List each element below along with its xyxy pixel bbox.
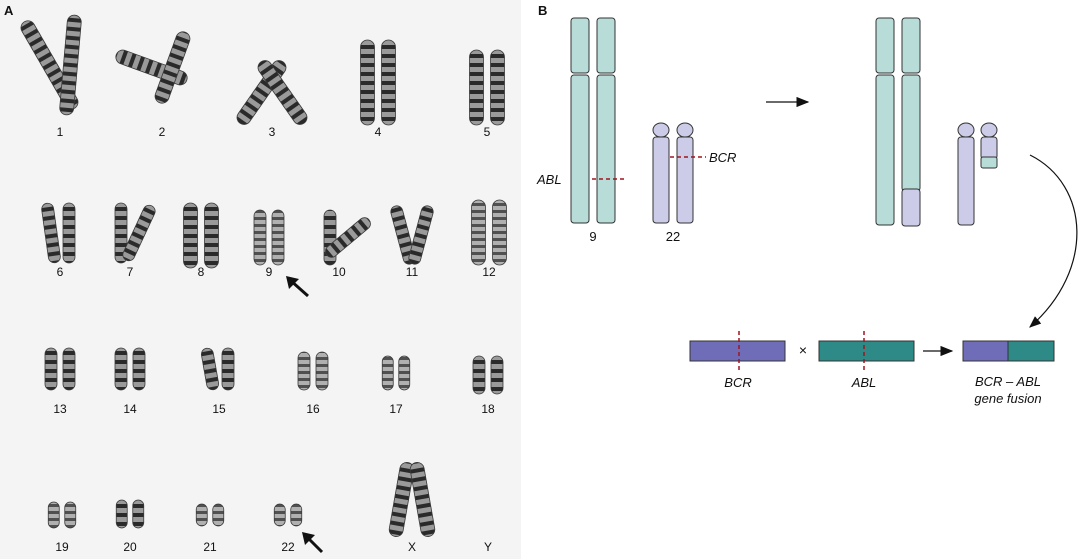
- abl-gene-bar: [818, 340, 915, 362]
- chromosome-14-a: [114, 347, 128, 391]
- chromosome-label-15: 15: [212, 402, 226, 416]
- chromosome-18-a: [472, 355, 486, 395]
- chromosome-20-a: [115, 499, 128, 529]
- chromosome-1-b: [59, 14, 82, 116]
- karyotype-panel: 1 2 3 4 5 6 7 8 9 10 11 12 13 14 15 16 17 18 19 20 21 22 X Y: [0, 0, 521, 559]
- chromosome-19-b: [64, 501, 77, 529]
- chromosome-X-b: [409, 462, 436, 537]
- chromosome-11-b: [408, 205, 434, 265]
- chromosome-9-b: [271, 209, 285, 266]
- abl-gene-label: ABL: [851, 375, 877, 390]
- chromosome-7-a: [114, 202, 128, 264]
- chromosome-label-10: 10: [332, 265, 346, 279]
- bcr-locus-label: BCR: [709, 150, 737, 165]
- bcr-abl-fusion-bar: [962, 340, 1055, 362]
- chromosome-8-b: [204, 202, 219, 269]
- fusion-label-line2: gene fusion: [974, 391, 1042, 406]
- chromosome-7-b: [122, 204, 156, 262]
- chromosome-label-9: 9: [265, 265, 273, 279]
- chromosome-13-b: [62, 347, 76, 391]
- chromosome-14-b: [132, 347, 146, 391]
- chromosome-label-17: 17: [389, 402, 403, 416]
- chromosome-22-label: 22: [665, 229, 681, 244]
- chromosome-5-a: [469, 49, 484, 126]
- abl-locus-label: ABL: [537, 172, 562, 187]
- chromosome-17-a: [381, 355, 394, 391]
- chromosome-5-b: [490, 49, 505, 126]
- chromosome-20-b: [132, 499, 145, 529]
- chromosome-label-13: 13: [53, 402, 67, 416]
- chromosome-22-b: [290, 503, 303, 527]
- chromosome-label-21: 21: [203, 540, 217, 554]
- chromosome-label-19: 19: [55, 540, 69, 554]
- chromosome-label-22: 22: [281, 540, 295, 554]
- chromosome-label-1: 1: [56, 125, 64, 139]
- chromosome-label-3: 3: [268, 125, 276, 139]
- chromosome-16-b: [315, 351, 329, 391]
- chromosome-label-16: 16: [306, 402, 320, 416]
- chromosome-label-8: 8: [197, 265, 205, 279]
- philadelphia-chromosome-pair: [957, 122, 998, 226]
- derivative-chromosome-9-pair: [875, 17, 921, 227]
- karyotype-image: [20, 14, 507, 554]
- chromosome-2-b: [154, 31, 191, 104]
- fusion-label-line1: BCR – ABL: [975, 374, 1041, 389]
- chromosome-18-b: [490, 355, 504, 395]
- chromosome-22-pair: [652, 122, 694, 224]
- chromosome-22-a: [273, 503, 286, 527]
- chromosome-17-b: [398, 355, 411, 391]
- chromosome-9-label: 9: [589, 229, 597, 244]
- chromosome-3-b: [257, 60, 308, 125]
- chromosome-13-a: [44, 347, 58, 391]
- chromosome-X-a: [388, 462, 415, 537]
- chromosome-6-a: [41, 202, 61, 264]
- bcr-gene-label: BCR: [724, 375, 752, 390]
- chromosome-6-b: [62, 202, 76, 264]
- chromosome-label-y: Y: [483, 540, 493, 554]
- chromosome-label-20: 20: [123, 540, 137, 554]
- chromosome-11-a: [390, 205, 416, 265]
- chromosome-4-b: [381, 39, 396, 126]
- chromosome-label-2: 2: [158, 125, 166, 139]
- chromosome-label-18: 18: [481, 402, 495, 416]
- chromosome-label-4: 4: [374, 125, 382, 139]
- chromosome-12-b: [492, 199, 507, 266]
- chromosome-10-b: [325, 217, 371, 258]
- chromosome-label-7: 7: [126, 265, 134, 279]
- chromosome-8-a: [183, 202, 198, 269]
- chromosome-4-a: [360, 39, 375, 126]
- chromosome-label-5: 5: [483, 125, 491, 139]
- chr9-arrow-head: [286, 276, 299, 289]
- chromosome-21-b: [212, 503, 225, 527]
- chr22-arrow-head: [302, 532, 315, 545]
- chromosome-9-a: [253, 209, 267, 266]
- chromosome-12-a: [471, 199, 486, 266]
- chromosome-15-b: [221, 347, 235, 391]
- fusion-curve-arrow: [1029, 154, 1078, 328]
- chromosome-19-a: [47, 501, 60, 529]
- chromosome-label-14: 14: [123, 402, 137, 416]
- chromosome-label-6: 6: [56, 265, 64, 279]
- bcr-gene-bar: [689, 340, 786, 362]
- chromosome-15-a: [200, 347, 220, 391]
- chromosome-label-x: X: [407, 540, 417, 554]
- chromosome-label-11: 11: [405, 265, 419, 279]
- panel-a-label: A: [4, 3, 14, 18]
- chromosome-9-pair: [570, 17, 616, 224]
- panel-b-label: B: [538, 3, 548, 18]
- chromosome-label-12: 12: [482, 265, 496, 279]
- times-symbol: ×: [798, 342, 808, 358]
- chromosome-16-a: [297, 351, 311, 391]
- chromosome-21-a: [195, 503, 208, 527]
